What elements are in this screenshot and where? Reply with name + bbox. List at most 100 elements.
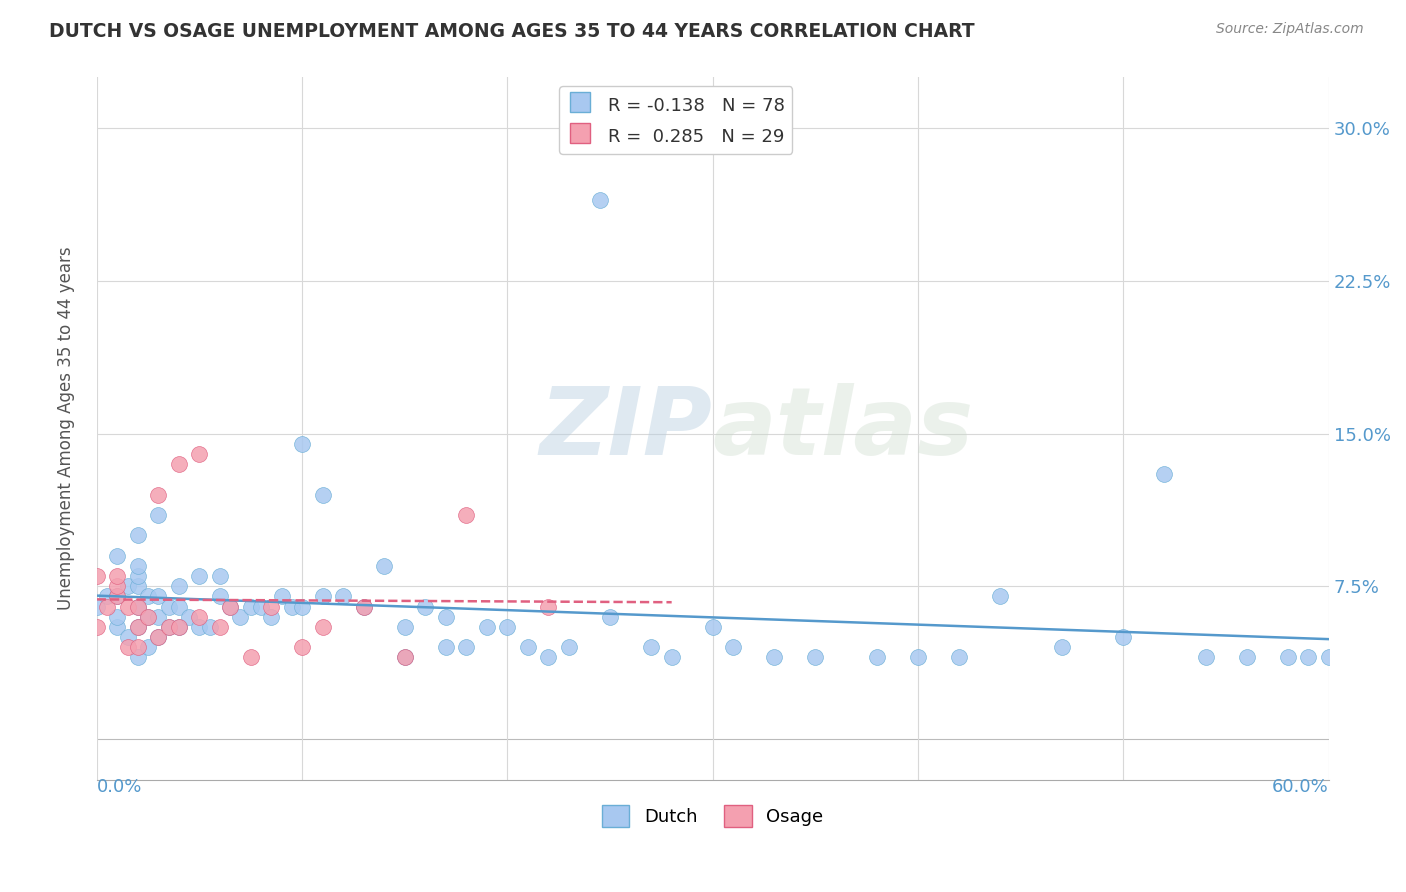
Point [353, 599, 375, 614]
Point [127, 640, 149, 655]
Point [86, 599, 108, 614]
Point [96, 599, 118, 614]
Point [1236, 650, 1258, 665]
Point [291, 640, 314, 655]
Point [413, 599, 436, 614]
Point [148, 590, 170, 604]
Point [1153, 467, 1175, 482]
Point [86, 620, 108, 634]
Point [157, 599, 180, 614]
Point [136, 590, 159, 604]
Point [250, 599, 273, 614]
Point [127, 599, 149, 614]
Point [105, 579, 128, 593]
Point [148, 630, 170, 644]
Point [157, 620, 180, 634]
Point [1317, 650, 1340, 665]
Point [208, 590, 231, 604]
Y-axis label: Unemployment Among Ages 35 to 44 years: Unemployment Among Ages 35 to 44 years [58, 247, 75, 610]
Point [311, 488, 333, 502]
Text: atlas: atlas [713, 383, 974, 475]
Point [456, 640, 478, 655]
Point [239, 650, 262, 665]
Point [229, 609, 252, 624]
Text: Source: ZipAtlas.com: Source: ZipAtlas.com [1216, 22, 1364, 37]
Point [167, 620, 190, 634]
Point [475, 620, 498, 634]
Point [219, 599, 242, 614]
Point [723, 640, 745, 655]
Point [96, 590, 118, 604]
Point [136, 640, 159, 655]
Point [291, 599, 314, 614]
Point [640, 640, 662, 655]
Point [260, 609, 283, 624]
Point [260, 599, 283, 614]
Point [763, 650, 786, 665]
Point [1112, 630, 1135, 644]
Point [907, 650, 929, 665]
Point [394, 650, 416, 665]
Point [127, 599, 149, 614]
Point [188, 620, 211, 634]
Point [105, 590, 128, 604]
Point [167, 457, 190, 471]
Point [105, 569, 128, 583]
Point [105, 609, 128, 624]
Point [127, 620, 149, 634]
Point [353, 599, 375, 614]
Point [188, 609, 211, 624]
Point [208, 620, 231, 634]
Point [599, 609, 621, 624]
Point [948, 650, 970, 665]
Text: 60.0%: 60.0% [1272, 778, 1329, 796]
Point [496, 620, 519, 634]
Point [188, 447, 211, 461]
Legend: Dutch, Osage: Dutch, Osage [595, 797, 831, 834]
Point [157, 620, 180, 634]
Point [167, 620, 190, 634]
Text: 0.0%: 0.0% [97, 778, 142, 796]
Point [866, 650, 889, 665]
Point [167, 579, 190, 593]
Point [332, 590, 354, 604]
Point [537, 599, 560, 614]
Point [311, 620, 333, 634]
Point [434, 640, 457, 655]
Point [516, 640, 538, 655]
Point [589, 193, 612, 207]
Point [105, 620, 128, 634]
Point [188, 569, 211, 583]
Point [1277, 650, 1299, 665]
Point [270, 590, 292, 604]
Point [148, 488, 170, 502]
Point [127, 528, 149, 542]
Point [127, 620, 149, 634]
Point [148, 609, 170, 624]
Point [558, 640, 581, 655]
Point [661, 650, 683, 665]
Text: DUTCH VS OSAGE UNEMPLOYMENT AMONG AGES 35 TO 44 YEARS CORRELATION CHART: DUTCH VS OSAGE UNEMPLOYMENT AMONG AGES 3… [49, 22, 974, 41]
Point [394, 650, 416, 665]
Point [988, 590, 1011, 604]
Point [219, 599, 242, 614]
Point [148, 508, 170, 522]
Point [456, 508, 478, 522]
Point [179, 609, 201, 624]
Point [136, 609, 159, 624]
Point [136, 609, 159, 624]
Point [537, 650, 560, 665]
Point [117, 640, 139, 655]
Point [148, 630, 170, 644]
Point [117, 630, 139, 644]
Point [127, 558, 149, 573]
Point [198, 620, 221, 634]
Point [394, 620, 416, 634]
Point [311, 590, 333, 604]
Point [167, 599, 190, 614]
Point [702, 620, 724, 634]
Point [373, 558, 395, 573]
Point [291, 437, 314, 451]
Point [239, 599, 262, 614]
Point [127, 579, 149, 593]
